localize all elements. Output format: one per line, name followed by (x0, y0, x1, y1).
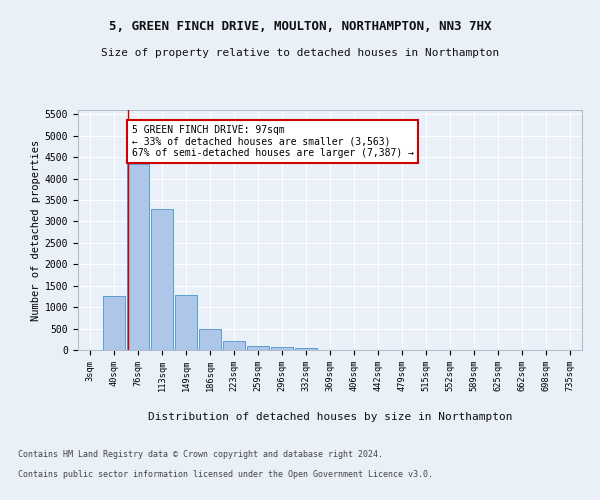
Bar (295, 348, 317, 350)
Text: Size of property relative to detached houses in Northampton: Size of property relative to detached ho… (101, 48, 499, 58)
Bar (199, 330, 221, 350)
Bar (271, 348, 293, 350)
Text: Distribution of detached houses by size in Northampton: Distribution of detached houses by size … (148, 412, 512, 422)
Bar (103, 296, 125, 350)
Bar (151, 208, 173, 350)
Text: 5 GREEN FINCH DRIVE: 97sqm
← 33% of detached houses are smaller (3,563)
67% of s: 5 GREEN FINCH DRIVE: 97sqm ← 33% of deta… (131, 125, 413, 158)
Text: 5, GREEN FINCH DRIVE, MOULTON, NORTHAMPTON, NN3 7HX: 5, GREEN FINCH DRIVE, MOULTON, NORTHAMPT… (109, 20, 491, 33)
Bar (247, 346, 269, 350)
Bar (175, 295, 197, 350)
Text: Contains public sector information licensed under the Open Government Licence v3: Contains public sector information licen… (18, 470, 433, 479)
Bar (127, 164, 149, 350)
Y-axis label: Number of detached properties: Number of detached properties (31, 140, 41, 320)
Bar (223, 341, 245, 350)
Text: Contains HM Land Registry data © Crown copyright and database right 2024.: Contains HM Land Registry data © Crown c… (18, 450, 383, 459)
